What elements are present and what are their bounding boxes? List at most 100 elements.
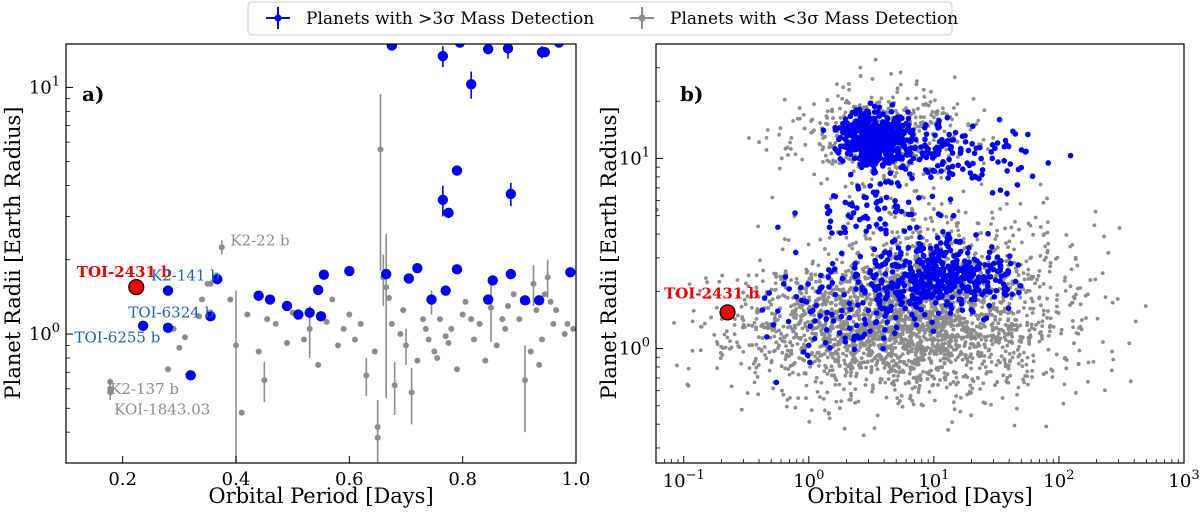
point-low-significance <box>928 333 933 337</box>
point-low-significance <box>822 352 827 356</box>
point-low-significance <box>783 357 788 362</box>
point-low-significance <box>931 228 936 232</box>
point-low-significance <box>943 341 947 346</box>
point-low-significance <box>686 366 691 371</box>
point-low-significance <box>795 342 800 346</box>
point-high-significance <box>883 150 889 156</box>
point-low-significance <box>844 155 849 160</box>
point-high-significance <box>855 183 861 190</box>
point-low-significance <box>999 354 1004 359</box>
point-low-significance <box>510 291 517 298</box>
point-low-significance <box>1069 267 1074 272</box>
point-low-significance <box>1086 379 1090 384</box>
point-high-significance <box>844 150 851 157</box>
point-high-significance <box>868 143 875 150</box>
point-low-significance <box>769 360 774 365</box>
point-low-significance <box>1054 298 1059 302</box>
point-high-significance <box>825 274 832 280</box>
point-low-significance <box>789 350 793 355</box>
point-high-significance <box>973 278 980 285</box>
point-high-significance <box>842 225 848 232</box>
point-high-significance <box>997 262 1003 268</box>
point-low-significance <box>1042 258 1047 262</box>
point-low-significance <box>750 343 755 347</box>
point-low-significance <box>800 357 805 362</box>
point-high-significance <box>872 284 878 291</box>
point-low-significance <box>1084 316 1088 320</box>
point-high-significance <box>853 286 859 292</box>
point-low-significance <box>799 291 804 296</box>
planet-annotation: K2-137 b <box>110 380 179 398</box>
point-low-significance <box>978 321 983 326</box>
point-low-significance <box>530 280 537 287</box>
point-low-significance <box>1004 379 1009 383</box>
point-high-significance <box>785 318 792 325</box>
point-low-significance <box>363 372 370 379</box>
point-low-significance <box>936 333 941 338</box>
point-high-significance <box>915 246 922 252</box>
point-low-significance <box>848 295 853 300</box>
point-low-significance <box>1043 244 1048 249</box>
point-low-significance <box>883 380 888 385</box>
point-high-significance <box>980 278 986 284</box>
point-low-significance <box>828 301 833 306</box>
point-high-significance <box>837 134 844 141</box>
point-high-significance <box>860 214 866 221</box>
point-low-significance <box>1032 327 1037 332</box>
point-low-significance <box>861 433 866 438</box>
point-high-significance <box>443 207 454 219</box>
point-low-significance <box>893 353 898 357</box>
point-high-significance <box>883 121 890 127</box>
point-low-significance <box>951 347 956 352</box>
point-low-significance <box>820 331 825 336</box>
point-low-significance <box>570 325 576 332</box>
point-low-significance <box>964 324 969 329</box>
point-high-significance <box>881 156 888 163</box>
point-high-significance <box>921 311 928 318</box>
point-low-significance <box>853 401 857 405</box>
point-low-significance <box>877 269 882 273</box>
point-low-significance <box>868 297 873 302</box>
point-high-significance <box>886 160 893 166</box>
point-low-significance <box>786 367 791 371</box>
point-low-significance <box>879 96 884 101</box>
point-low-significance <box>397 331 404 338</box>
panel-b-points <box>656 57 1148 438</box>
point-low-significance <box>928 346 933 351</box>
point-low-significance <box>1078 302 1083 307</box>
point-low-significance <box>971 301 976 306</box>
point-low-significance <box>749 305 754 310</box>
point-low-significance <box>820 132 825 137</box>
point-high-significance <box>878 226 884 232</box>
point-high-significance <box>293 309 304 320</box>
point-low-significance <box>1007 239 1012 244</box>
planet-annotation: TOI-6324 b <box>128 304 214 322</box>
point-low-significance <box>107 389 114 396</box>
point-low-significance <box>900 352 905 357</box>
point-low-significance <box>947 334 951 339</box>
point-high-significance <box>502 44 514 54</box>
point-high-significance <box>817 285 824 292</box>
panel-b-xtick-label: 102 <box>1043 468 1074 492</box>
point-high-significance <box>823 327 830 333</box>
point-low-significance <box>962 246 967 251</box>
point-low-significance <box>903 381 908 386</box>
point-low-significance <box>838 281 843 285</box>
point-low-significance <box>849 370 853 375</box>
point-low-significance <box>985 369 990 374</box>
panel-b-ytick-label: 100 <box>619 336 650 360</box>
point-low-significance <box>951 369 956 374</box>
point-high-significance <box>842 199 849 206</box>
point-low-significance <box>1046 241 1051 246</box>
point-low-significance <box>844 235 849 240</box>
point-high-significance <box>318 269 330 280</box>
point-low-significance <box>869 368 874 372</box>
point-high-significance <box>905 271 912 278</box>
point-high-significance <box>782 274 789 280</box>
point-low-significance <box>1093 209 1098 214</box>
point-low-significance <box>1018 334 1023 339</box>
point-low-significance <box>371 348 378 355</box>
point-high-significance <box>817 313 823 319</box>
point-low-significance <box>784 344 788 349</box>
point-low-significance <box>813 379 818 384</box>
